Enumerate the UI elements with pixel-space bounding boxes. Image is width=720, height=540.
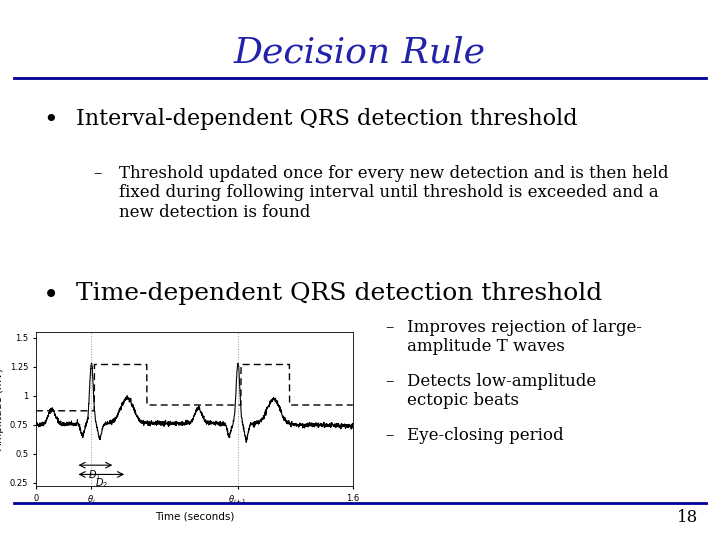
Text: Detects low-amplitude
ectopic beats: Detects low-amplitude ectopic beats: [407, 373, 596, 409]
Text: –: –: [385, 427, 394, 443]
Text: 18: 18: [677, 510, 698, 526]
X-axis label: Time (seconds): Time (seconds): [155, 512, 234, 522]
Text: Decision Rule: Decision Rule: [234, 35, 486, 69]
Text: •: •: [43, 281, 60, 309]
Text: Time-dependent QRS detection threshold: Time-dependent QRS detection threshold: [76, 282, 602, 305]
Text: Improves rejection of large-
amplitude T waves: Improves rejection of large- amplitude T…: [407, 319, 642, 355]
Text: Interval-dependent QRS detection threshold: Interval-dependent QRS detection thresho…: [76, 108, 577, 130]
Text: –: –: [385, 319, 394, 335]
Text: –: –: [94, 165, 112, 181]
Text: –: –: [385, 373, 394, 389]
Text: Threshold updated once for every new detection and is then held
fixed during fol: Threshold updated once for every new det…: [119, 165, 668, 221]
Y-axis label: Amplitude (mV): Amplitude (mV): [0, 368, 4, 450]
Text: Eye-closing period: Eye-closing period: [407, 427, 564, 443]
Text: $D_1$: $D_1$: [88, 468, 101, 482]
Text: •: •: [43, 108, 58, 132]
Text: $D_2$: $D_2$: [95, 476, 108, 490]
